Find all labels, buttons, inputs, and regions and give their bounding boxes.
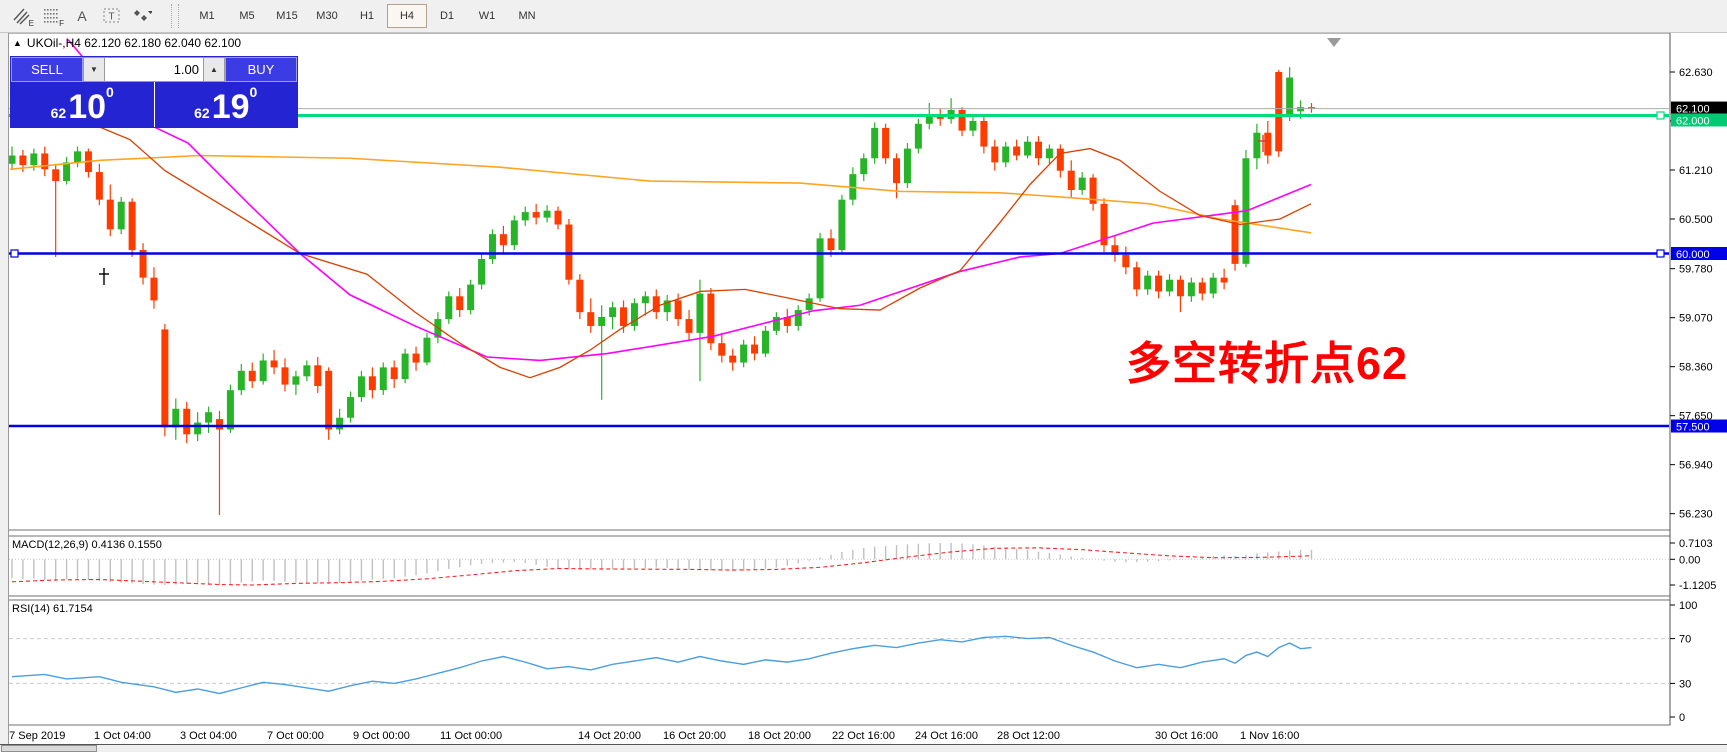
macd-panel: 0.7103 0.00 -1.1205 xyxy=(9,538,1716,592)
text-tool-icon: A xyxy=(77,8,87,24)
collapse-panel-icon[interactable]: ▲ xyxy=(13,38,22,48)
left-gutter xyxy=(0,33,9,752)
one-click-trading-panel: SELL ▼ ▲ BUY 62 10 0 62 19 0 xyxy=(10,56,298,128)
svg-text:62.630: 62.630 xyxy=(1679,67,1713,79)
svg-text:59.070: 59.070 xyxy=(1679,313,1713,325)
svg-text:61.210: 61.210 xyxy=(1679,165,1713,177)
chart-shift-marker[interactable] xyxy=(1327,38,1341,47)
fibonacci-tool-letter: F xyxy=(59,19,64,28)
svg-text:0: 0 xyxy=(1679,712,1685,724)
svg-text:100: 100 xyxy=(1679,600,1697,612)
ask-main: 19 xyxy=(211,88,250,126)
svg-text:24 Oct 16:00: 24 Oct 16:00 xyxy=(915,730,978,742)
timeframe-m15-button[interactable]: M15 xyxy=(276,10,298,22)
svg-text:70: 70 xyxy=(1679,634,1691,646)
timeframe-w1-button[interactable]: W1 xyxy=(478,10,496,22)
svg-text:16 Oct 20:00: 16 Oct 20:00 xyxy=(663,730,726,742)
ask-price[interactable]: 62 19 0 xyxy=(155,82,298,127)
svg-text:3 Oct 04:00: 3 Oct 04:00 xyxy=(180,730,237,742)
timeframe-h1-button[interactable]: H1 xyxy=(359,10,375,22)
svg-text:14 Oct 20:00: 14 Oct 20:00 xyxy=(578,730,641,742)
buy-button[interactable]: BUY xyxy=(225,57,297,82)
hline-handle[interactable] xyxy=(1656,249,1665,258)
svg-text:18 Oct 20:00: 18 Oct 20:00 xyxy=(748,730,811,742)
svg-text:T: T xyxy=(108,12,114,23)
equidistant-channel-tool-icon xyxy=(13,8,30,25)
timeframe-d1-button[interactable]: D1 xyxy=(439,10,455,22)
text-tool-button[interactable]: A xyxy=(68,4,96,28)
bid-prefix: 62 xyxy=(50,105,67,121)
timeframe-m1-button[interactable]: M1 xyxy=(199,10,215,22)
chart-annotation-text: 多空转折点62 xyxy=(1126,338,1409,389)
scrollbar-thumb[interactable] xyxy=(1,745,97,752)
toolbar-separator xyxy=(171,4,179,28)
svg-text:1 Nov 16:00: 1 Nov 16:00 xyxy=(1240,730,1299,742)
symbol-ohlc-text: UKOil-,H4 62.120 62.180 62.040 62.100 xyxy=(26,36,242,50)
svg-text:-1.1205: -1.1205 xyxy=(1679,580,1716,592)
svg-text:58.360: 58.360 xyxy=(1679,362,1713,374)
svg-text:28 Oct 12:00: 28 Oct 12:00 xyxy=(997,730,1060,742)
fibonacci-tool-button[interactable]: F xyxy=(38,4,66,28)
svg-text:7 Oct 00:00: 7 Oct 00:00 xyxy=(267,730,324,742)
svg-text:0.7103: 0.7103 xyxy=(1679,538,1713,550)
rsi-panel: 100 70 30 0 xyxy=(9,600,1697,724)
arrows-tool-icon xyxy=(134,10,152,21)
hline-handle[interactable] xyxy=(1656,111,1665,120)
chart-title: ▲ UKOil-,H4 62.120 62.180 62.040 62.100 xyxy=(13,36,241,50)
timeframe-m5-button[interactable]: M5 xyxy=(239,10,255,22)
svg-text:56.230: 56.230 xyxy=(1679,509,1713,521)
svg-text:A: A xyxy=(77,8,87,24)
equidistant-channel-tool-button[interactable]: E xyxy=(8,4,36,28)
volume-decrease-button[interactable]: ▼ xyxy=(83,57,105,82)
ask-pip: 0 xyxy=(249,84,258,100)
sell-button[interactable]: SELL xyxy=(11,57,83,82)
svg-text:62.100: 62.100 xyxy=(1676,104,1710,116)
timeframe-m30-button[interactable]: M30 xyxy=(316,10,338,22)
svg-text:60.000: 60.000 xyxy=(1676,249,1710,261)
volume-input[interactable] xyxy=(105,57,203,82)
ask-prefix: 62 xyxy=(194,105,210,121)
svg-text:30 Oct 16:00: 30 Oct 16:00 xyxy=(1155,730,1218,742)
macd-label: MACD(12,26,9) 0.4136 0.1550 xyxy=(12,539,162,551)
candles-layer xyxy=(8,67,1315,516)
hline-handle[interactable] xyxy=(10,249,19,258)
svg-text:56.940: 56.940 xyxy=(1679,460,1713,472)
svg-text:0.00: 0.00 xyxy=(1679,554,1700,566)
text-label-tool-icon: T xyxy=(103,8,120,23)
bid-pip: 0 xyxy=(106,84,114,100)
rsi-label: RSI(14) 61.7154 xyxy=(12,603,93,615)
arrows-tool-button[interactable] xyxy=(128,4,156,28)
toolbar: E F A T M1 M5 M15 M30 H1 H4 D1 W1 MN xyxy=(0,0,1727,33)
fibonacci-tool-icon xyxy=(44,9,58,23)
text-label-tool-button[interactable]: T xyxy=(98,4,126,28)
svg-text:1 Oct 04:00: 1 Oct 04:00 xyxy=(94,730,151,742)
time-axis: 27 Sep 2019 1 Oct 04:00 3 Oct 04:00 7 Oct 0… xyxy=(3,730,1299,742)
svg-text:62.000: 62.000 xyxy=(1676,115,1710,127)
svg-text:27 Sep 2019: 27 Sep 2019 xyxy=(3,730,65,742)
svg-text:60.500: 60.500 xyxy=(1679,214,1713,226)
timeframe-h4-button[interactable]: H4 xyxy=(387,4,427,28)
volume-increase-button[interactable]: ▲ xyxy=(203,57,225,82)
svg-text:59.780: 59.780 xyxy=(1679,264,1713,276)
svg-text:9 Oct 00:00: 9 Oct 00:00 xyxy=(353,730,410,742)
bid-price[interactable]: 62 10 0 xyxy=(11,82,155,127)
equidistant-channel-tool-letter: E xyxy=(28,19,34,28)
svg-text:30: 30 xyxy=(1679,678,1691,690)
horizontal-scrollbar[interactable] xyxy=(0,744,1727,752)
svg-text:57.500: 57.500 xyxy=(1676,422,1710,434)
price-axis: 62.63061.92061.21060.50059.78059.07058.3… xyxy=(1669,33,1727,725)
bid-main: 10 xyxy=(68,88,107,126)
svg-text:11 Oct 00:00: 11 Oct 00:00 xyxy=(440,730,502,742)
svg-text:22 Oct 16:00: 22 Oct 16:00 xyxy=(832,730,895,742)
timeframe-mn-button[interactable]: MN xyxy=(518,10,536,22)
